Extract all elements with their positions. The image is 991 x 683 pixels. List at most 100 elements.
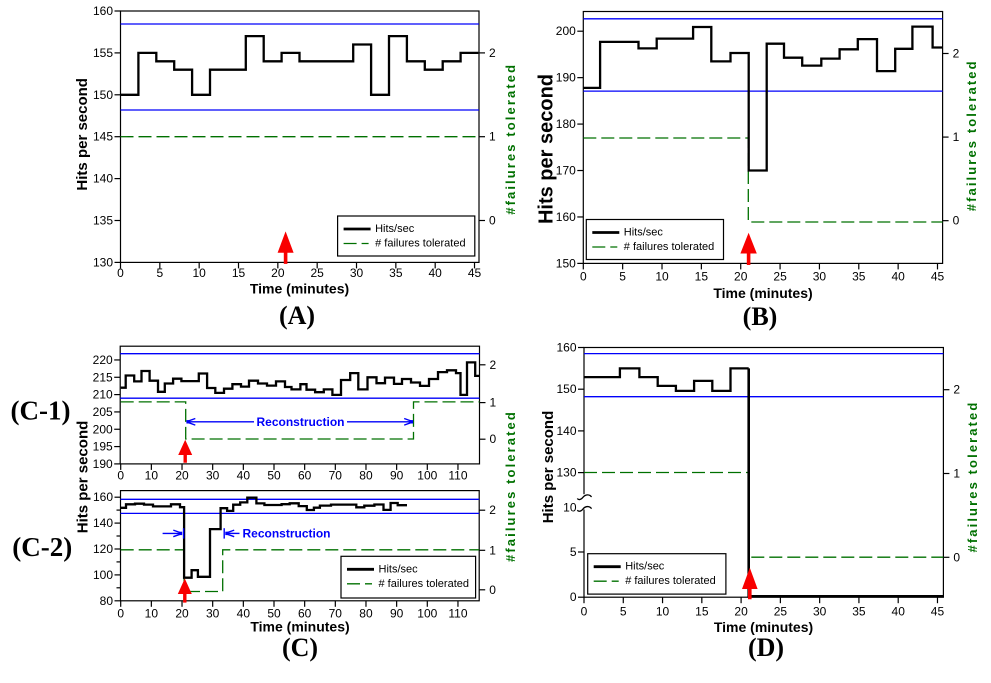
svg-text:0: 0 — [117, 469, 124, 483]
svg-text:30: 30 — [813, 269, 827, 283]
svg-text:70: 70 — [329, 606, 343, 620]
svg-text:190: 190 — [556, 71, 576, 85]
svg-text:10: 10 — [563, 501, 577, 515]
svg-text:45: 45 — [931, 269, 945, 283]
svg-text:135: 135 — [93, 214, 113, 228]
svg-text:#failures tolerated: #failures tolerated — [964, 59, 979, 211]
svg-text:35: 35 — [852, 269, 866, 283]
svg-text:10: 10 — [656, 605, 670, 619]
svg-text:80: 80 — [359, 606, 373, 620]
svg-text:# failures tolerated: # failures tolerated — [375, 238, 466, 250]
svg-text:40: 40 — [237, 606, 251, 620]
svg-text:155: 155 — [93, 46, 113, 60]
svg-text:# failures tolerated: # failures tolerated — [624, 241, 715, 253]
svg-text:110: 110 — [448, 606, 467, 620]
svg-text:0: 0 — [489, 583, 496, 597]
svg-text:40: 40 — [892, 605, 906, 619]
svg-text:(D): (D) — [748, 633, 784, 662]
svg-text:45: 45 — [931, 605, 945, 619]
svg-text:Hits/sec: Hits/sec — [379, 563, 419, 575]
svg-text:140: 140 — [556, 424, 576, 438]
svg-text:200: 200 — [93, 422, 113, 436]
svg-text:25: 25 — [774, 605, 788, 619]
svg-text:Time (minutes): Time (minutes) — [250, 281, 349, 297]
svg-text:# failures tolerated: # failures tolerated — [379, 578, 470, 590]
svg-text:120: 120 — [93, 542, 113, 556]
svg-text:0: 0 — [580, 269, 587, 283]
svg-text:150: 150 — [556, 382, 576, 396]
svg-text:30: 30 — [206, 469, 220, 483]
svg-text:70: 70 — [329, 469, 343, 483]
svg-text:20: 20 — [734, 269, 748, 283]
svg-text:10: 10 — [145, 606, 159, 620]
svg-text:60: 60 — [298, 469, 312, 483]
svg-text:20: 20 — [271, 266, 285, 280]
svg-text:10: 10 — [145, 469, 159, 483]
svg-text:180: 180 — [556, 117, 576, 131]
svg-text:10: 10 — [192, 266, 206, 280]
svg-text:80: 80 — [100, 594, 114, 608]
svg-text:#failures tolerated: #failures tolerated — [503, 63, 518, 215]
svg-text:10: 10 — [655, 269, 669, 283]
svg-text:35: 35 — [852, 605, 866, 619]
svg-text:150: 150 — [93, 88, 113, 102]
svg-text:Time (minutes): Time (minutes) — [250, 619, 349, 635]
svg-text:#failures tolerated: #failures tolerated — [503, 410, 518, 562]
svg-text:Hits/sec: Hits/sec — [624, 227, 664, 239]
svg-text:1: 1 — [953, 467, 960, 481]
svg-text:220: 220 — [93, 353, 113, 367]
svg-text:2: 2 — [953, 383, 960, 397]
svg-text:Time (minutes): Time (minutes) — [713, 285, 812, 301]
svg-text:130: 130 — [556, 466, 576, 480]
svg-text:100: 100 — [93, 568, 113, 582]
svg-text:80: 80 — [359, 469, 373, 483]
svg-text:(B): (B) — [743, 302, 778, 331]
svg-text:150: 150 — [556, 256, 576, 270]
svg-text:110: 110 — [448, 469, 467, 483]
svg-text:100: 100 — [417, 469, 437, 483]
svg-text:190: 190 — [93, 457, 113, 471]
svg-text:1: 1 — [489, 543, 496, 557]
svg-text:Hits/sec: Hits/sec — [375, 223, 415, 235]
svg-text:100: 100 — [417, 606, 437, 620]
svg-text:30: 30 — [350, 266, 364, 280]
svg-text:Hits per second: Hits per second — [74, 78, 91, 191]
svg-text:5: 5 — [156, 266, 163, 280]
svg-text:90: 90 — [390, 469, 404, 483]
svg-text:(A): (A) — [279, 301, 315, 330]
svg-text:0: 0 — [570, 590, 577, 604]
svg-text:200: 200 — [556, 24, 576, 38]
svg-text:Hits per second: Hits per second — [540, 411, 557, 524]
svg-text:0: 0 — [953, 550, 960, 564]
svg-text:130: 130 — [93, 255, 113, 269]
svg-text:20: 20 — [734, 605, 748, 619]
svg-text:20: 20 — [175, 469, 189, 483]
svg-text:# failures tolerated: # failures tolerated — [625, 575, 716, 587]
svg-text:160: 160 — [93, 4, 113, 18]
svg-text:5: 5 — [570, 545, 577, 559]
svg-text:5: 5 — [620, 605, 627, 619]
svg-text:Hits per second: Hits per second — [536, 74, 558, 224]
svg-text:50: 50 — [267, 469, 281, 483]
svg-text:25: 25 — [310, 266, 324, 280]
svg-text:(C): (C) — [282, 633, 318, 662]
svg-text:45: 45 — [468, 266, 482, 280]
svg-text:(C-1): (C-1) — [11, 396, 71, 426]
svg-text:2: 2 — [489, 46, 496, 60]
svg-text:215: 215 — [93, 370, 113, 384]
svg-text:Reconstruction: Reconstruction — [256, 415, 344, 429]
svg-text:195: 195 — [93, 440, 113, 454]
svg-text:210: 210 — [93, 388, 113, 402]
svg-text:Reconstruction: Reconstruction — [242, 527, 330, 541]
svg-text:Hits/sec: Hits/sec — [625, 561, 665, 573]
svg-text:0: 0 — [581, 605, 588, 619]
svg-text:Time (minutes): Time (minutes) — [714, 619, 813, 635]
svg-text:160: 160 — [556, 341, 576, 355]
svg-text:145: 145 — [93, 130, 113, 144]
svg-text:Hits per second: Hits per second — [75, 421, 92, 534]
svg-text:2: 2 — [489, 503, 496, 517]
svg-text:(C-2): (C-2) — [12, 532, 72, 562]
svg-text:160: 160 — [93, 490, 113, 504]
svg-text:205: 205 — [93, 405, 113, 419]
svg-text:30: 30 — [813, 605, 827, 619]
